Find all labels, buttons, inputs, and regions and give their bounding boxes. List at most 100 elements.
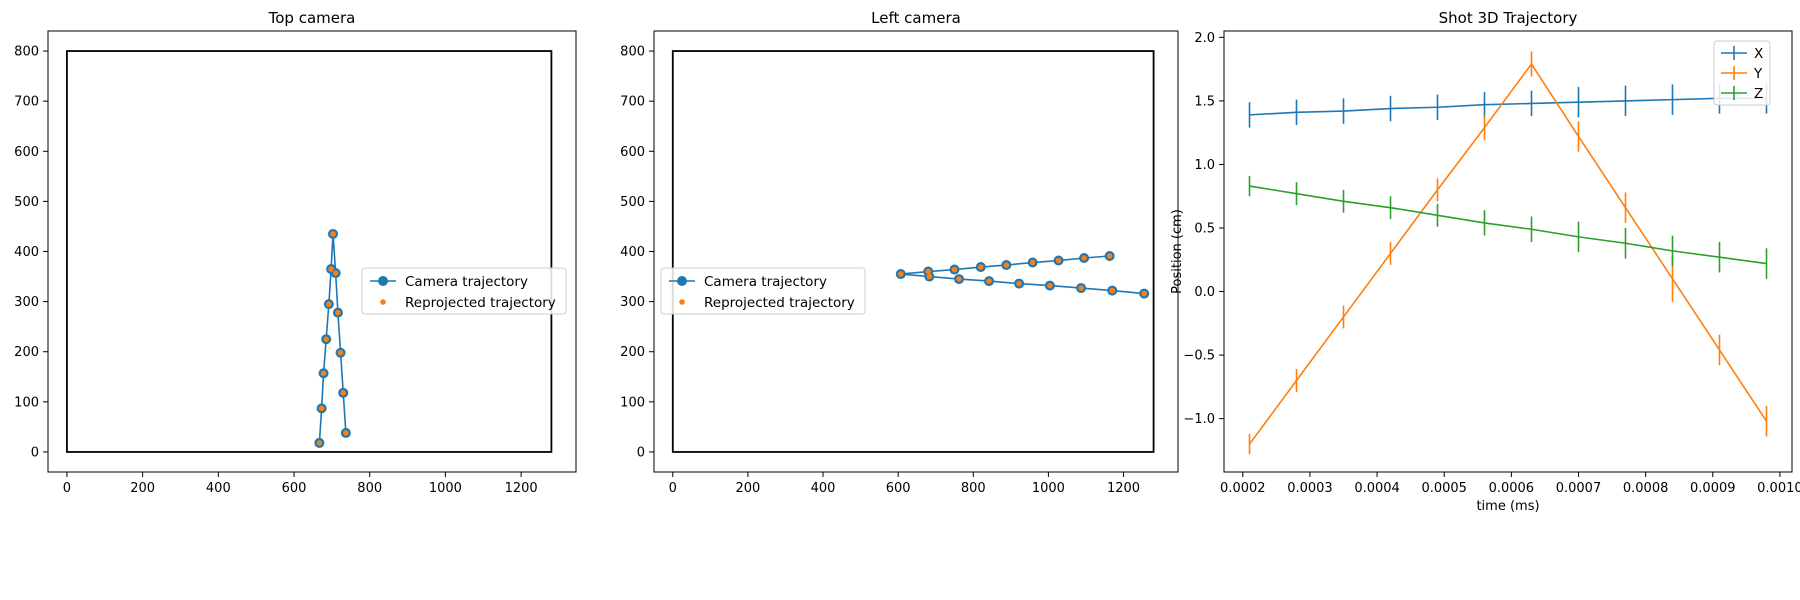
shot-3d-trajectory-legend-label-y: Y — [1753, 66, 1763, 82]
top-camera-y-tick-label: 100 — [14, 395, 39, 410]
shot-3d-trajectory-y-tick-label: 1.5 — [1194, 94, 1215, 109]
top-camera-legend-marker-camera — [378, 276, 388, 286]
left-camera-reprojected-trajectory-point — [1029, 259, 1036, 266]
top-camera-y-tick-label: 300 — [14, 295, 39, 310]
top-camera-x-tick-label: 600 — [282, 481, 307, 496]
top-camera-reprojected-trajectory-point — [326, 301, 332, 307]
left-camera-legend-box — [660, 267, 866, 315]
left-camera-reprojected-trajectory-point — [1109, 287, 1116, 294]
shot-3d-trajectory-x-tick-label: 0.0008 — [1623, 481, 1669, 496]
shot-3d-trajectory-legend-label-x: X — [1754, 46, 1763, 62]
top-camera-reprojected-trajectory-point — [337, 349, 344, 356]
top-camera-y-tick-label: 500 — [14, 195, 39, 210]
left-camera-y-tick-label: 400 — [620, 245, 645, 260]
shot-3d-trajectory-y-tick-label: 2.0 — [1194, 31, 1215, 46]
top-camera-y-tick-label: 700 — [14, 95, 39, 110]
left-camera-y-tick-label: 800 — [620, 45, 645, 60]
top-camera-reprojected-trajectory-point — [320, 370, 327, 377]
shot-3d-trajectory-y-tick-label: −0.5 — [1183, 349, 1215, 364]
left-camera-legend-marker-camera — [677, 276, 687, 286]
left-camera-y-tick-label: 500 — [620, 195, 645, 210]
left-camera-axes-frame — [653, 30, 1179, 473]
left-camera-legend-label-reprojected: Reprojected trajectory — [704, 295, 855, 311]
top-camera-x-tick-label: 800 — [357, 481, 382, 496]
left-camera-reprojected-trajectory-point — [1141, 290, 1147, 297]
left-camera-reprojected-trajectory-point — [926, 273, 933, 280]
left-camera-y-tick-label: 100 — [620, 395, 645, 410]
top-camera-title: Top camera — [268, 9, 356, 27]
top-camera-reprojected-trajectory-point — [328, 266, 334, 272]
top-camera-x-tick-label: 200 — [130, 481, 155, 496]
shot-3d-trajectory-y-tick-label: 0.5 — [1194, 221, 1215, 236]
top-camera-y-tick-label: 400 — [14, 245, 39, 260]
shot-3d-trajectory-legend: X Y Z — [1713, 40, 1771, 106]
shot-3d-trajectory-y-tick-label: −1.0 — [1183, 412, 1215, 427]
top-camera-reprojected-trajectory-point — [335, 309, 341, 316]
left-camera-reprojected-trajectory-point — [986, 278, 992, 284]
left-camera-reprojected-trajectory-point — [951, 266, 958, 273]
top-camera-y-tick-label: 800 — [14, 45, 39, 60]
top-camera-y-tick-label: 200 — [14, 345, 39, 360]
left-camera-image-frame — [671, 50, 1155, 453]
left-camera-panel: Left camera 0 200 400 600 800 1000 1200 0 100 200… — [620, 9, 1179, 496]
left-camera-reprojected-trajectory-point — [1003, 262, 1010, 268]
left-camera-x-tick-label: 200 — [735, 481, 760, 496]
top-camera-legend: Camera trajectory Reprojected trajectory — [361, 267, 567, 315]
left-camera-title: Left camera — [871, 9, 961, 27]
top-camera-legend-box — [361, 267, 567, 315]
left-camera-reprojected-trajectory-point — [1081, 255, 1087, 261]
shot-3d-trajectory-x-tick-label: 0.0003 — [1287, 481, 1333, 496]
top-camera-x-tick-label: 400 — [206, 481, 231, 496]
top-camera-x-tick-label: 0 — [63, 481, 71, 496]
left-camera-legend-marker-reprojected — [679, 299, 685, 305]
left-camera-y-tick-label: 200 — [620, 345, 645, 360]
left-camera-legend-label-camera: Camera trajectory — [704, 274, 827, 290]
top-camera-reprojected-trajectory-point — [340, 390, 347, 396]
left-camera-x-tick-label: 1200 — [1107, 481, 1140, 496]
left-camera-y-tick-label: 700 — [620, 95, 645, 110]
left-camera-reprojected-trajectory-point — [1078, 285, 1084, 291]
shot-3d-trajectory-x-tick-label: 0.0002 — [1220, 481, 1266, 496]
shot-3d-trajectory-x-tick-label: 0.0009 — [1690, 481, 1736, 496]
top-camera-y-tick-label: 0 — [31, 445, 39, 460]
left-camera-x-tick-label: 1000 — [1032, 481, 1065, 496]
left-camera-reprojected-trajectory-point — [1016, 280, 1022, 287]
left-camera-legend: Camera trajectory Reprojected trajectory — [660, 267, 866, 315]
shot-3d-trajectory-y-axis-label: Position (cm) — [1170, 209, 1185, 294]
left-camera-reprojected-trajectory-point — [956, 276, 962, 282]
top-camera-reprojected-trajectory-point — [323, 336, 329, 342]
shot-3d-trajectory-y-tick-label: 0.0 — [1194, 285, 1215, 300]
left-camera-reprojected-trajectory-point — [977, 264, 984, 270]
left-camera-y-tick-label: 300 — [620, 295, 645, 310]
left-camera-x-tick-label: 600 — [886, 481, 911, 496]
shot-3d-trajectory-x-tick-label: 0.0007 — [1556, 481, 1602, 496]
shot-3d-trajectory-legend-label-z: Z — [1754, 86, 1763, 102]
top-camera-reprojected-trajectory-point — [343, 430, 349, 436]
left-camera-reprojected-trajectory-point — [1055, 257, 1062, 264]
left-camera-reprojected-trajectory-point — [897, 271, 904, 277]
top-camera-reprojected-trajectory-point — [330, 231, 336, 237]
shot-3d-trajectory-x-tick-label: 0.0004 — [1354, 481, 1400, 496]
left-camera-reprojected-trajectory-point — [1047, 282, 1053, 289]
shot-3d-trajectory-x-axis-label: time (ms) — [1476, 499, 1539, 514]
left-camera-y-tick-label: 600 — [620, 145, 645, 160]
left-camera-x-tick-label: 0 — [669, 481, 677, 496]
top-camera-panel: Top camera 0 200 400 600 800 1000 1200 0 100 200 3… — [14, 9, 577, 496]
shot-3d-trajectory-series-z-line — [1249, 185, 1767, 265]
top-camera-legend-label-reprojected: Reprojected trajectory — [405, 295, 556, 311]
shot-3d-trajectory-series-x-line — [1249, 97, 1767, 116]
shot-3d-trajectory-axes-frame — [1223, 30, 1793, 473]
top-camera-x-tick-label: 1200 — [505, 481, 538, 496]
shot-3d-trajectory-x-tick-label: 0.0005 — [1421, 481, 1467, 496]
shot-3d-trajectory-x-tick-label: 0.0010 — [1757, 481, 1800, 496]
left-camera-reprojected-trajectory-point — [925, 268, 932, 275]
top-camera-legend-marker-reprojected — [380, 299, 386, 305]
top-camera-x-tick-label: 1000 — [429, 481, 462, 496]
top-camera-reprojected-trajectory-point — [316, 440, 323, 446]
left-camera-y-tick-label: 0 — [637, 445, 645, 460]
top-camera-reprojected-trajectory-point — [318, 405, 325, 412]
top-camera-reprojected-trajectory-point — [332, 270, 339, 276]
top-camera-y-tick-label: 600 — [14, 145, 39, 160]
